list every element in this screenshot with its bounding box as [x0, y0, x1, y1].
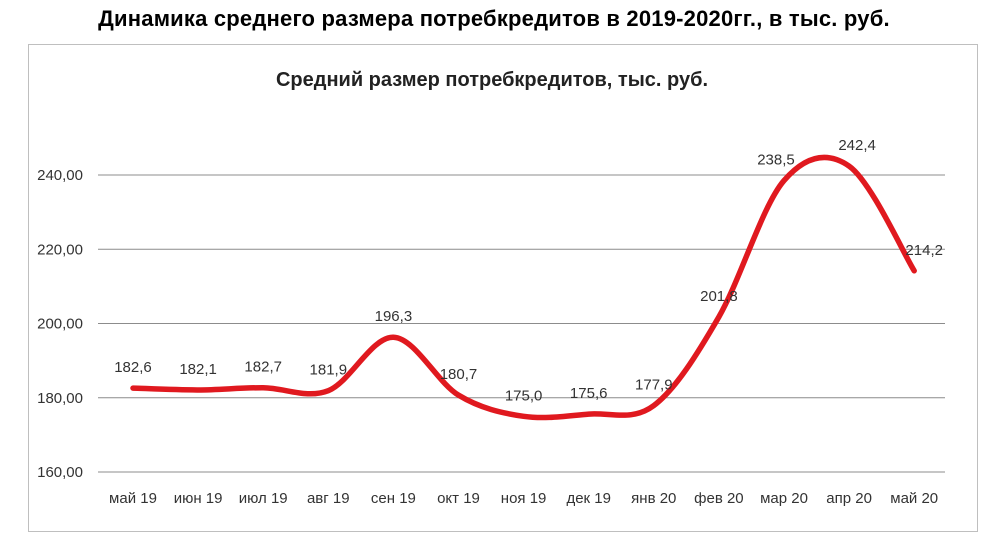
x-tick-label: дек 19 [566, 490, 611, 507]
y-tick-label: 240,00 [37, 167, 83, 184]
x-tick-label: окт 19 [437, 490, 480, 507]
page-title: Динамика среднего размера потребкредитов… [98, 6, 890, 31]
data-label: 201,8 [700, 288, 738, 305]
chart-frame [28, 44, 978, 532]
data-label: 214,2 [905, 242, 943, 259]
data-label: 177,9 [635, 377, 673, 394]
data-label: 175,0 [505, 387, 543, 404]
y-tick-label: 220,00 [37, 241, 83, 258]
x-tick-label: авг 19 [307, 490, 350, 507]
data-label: 242,4 [838, 137, 876, 154]
data-label: 181,9 [310, 362, 348, 379]
y-tick-label: 160,00 [37, 464, 83, 481]
data-label: 182,7 [244, 359, 282, 376]
x-tick-label: фев 20 [694, 490, 744, 507]
data-label: 175,6 [570, 385, 608, 402]
data-label: 182,1 [179, 361, 217, 378]
gridlines [98, 174, 945, 473]
x-tick-label: янв 20 [631, 490, 676, 507]
data-label: 182,6 [114, 359, 152, 376]
x-tick-label: сен 19 [371, 490, 416, 507]
x-tick-label: июл 19 [239, 490, 288, 507]
data-labels: 182,6 182,1 182,7 181,9 196,3 180,7 175,0 175,6… [114, 137, 943, 404]
x-axis: май 19 июн 19 июл 19 авг 19 сен 19 окт 19 ноя … [109, 490, 938, 507]
x-tick-label: июн 19 [174, 490, 223, 507]
y-tick-label: 200,00 [37, 316, 83, 333]
series-line [130, 154, 917, 421]
data-label: 180,7 [440, 366, 478, 383]
chart-title: Средний размер потребкредитов, тыс. руб. [276, 69, 708, 91]
x-tick-label: мар 20 [760, 490, 808, 507]
x-tick-label: май 19 [109, 490, 157, 507]
data-label: 196,3 [375, 308, 413, 325]
x-tick-label: май 20 [890, 490, 938, 507]
y-axis: 160,00 180,00 200,00 220,00 240,00 [37, 167, 83, 481]
x-tick-label: ноя 19 [501, 490, 547, 507]
y-tick-label: 180,00 [37, 390, 83, 407]
data-label: 238,5 [757, 152, 795, 169]
x-tick-label: апр 20 [826, 490, 872, 507]
